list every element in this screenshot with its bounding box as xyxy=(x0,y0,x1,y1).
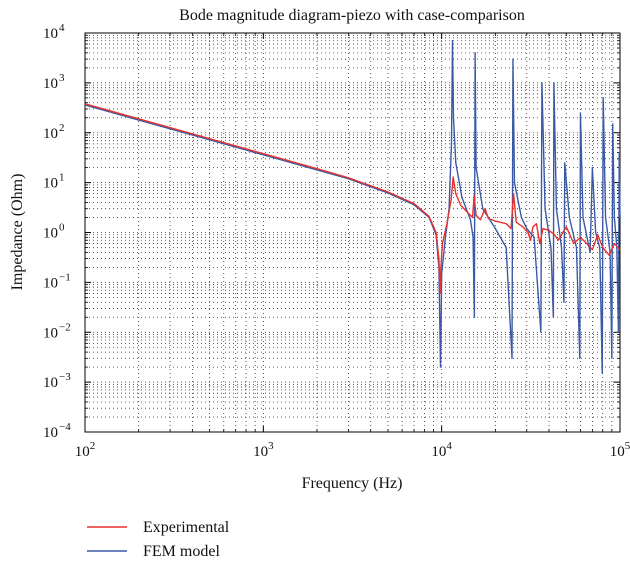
x-tick-label: 105 xyxy=(610,440,630,460)
y-tick-label-exp: −4 xyxy=(59,421,71,433)
y-tick-label-base: 10 xyxy=(43,76,58,92)
x-tick-label-base: 10 xyxy=(431,444,446,460)
y-tick-label-exp: 4 xyxy=(59,22,65,34)
y-tick-label: 102 xyxy=(43,122,65,142)
legend: Experimental FEM model xyxy=(87,519,230,560)
x-tick-label-exp: 3 xyxy=(268,440,274,452)
x-tick-label: 104 xyxy=(431,440,452,460)
grid xyxy=(85,33,620,432)
x-tick-label: 102 xyxy=(75,440,96,460)
y-axis-label: Impedance (Ohm) xyxy=(9,174,26,291)
y-tick-label-exp: 3 xyxy=(59,72,65,84)
x-tick-label-base: 10 xyxy=(610,444,625,460)
series xyxy=(84,40,621,375)
y-tick-label-base: 10 xyxy=(43,126,58,142)
y-tick-label-base: 10 xyxy=(43,375,58,391)
y-tick-label: 10−4 xyxy=(43,421,71,441)
y-tick-label-base: 10 xyxy=(43,275,58,291)
y-tick-label-base: 10 xyxy=(43,226,58,242)
y-tick-label-base: 10 xyxy=(43,425,58,441)
y-tick-label: 103 xyxy=(43,72,65,92)
x-tick-label-exp: 4 xyxy=(446,440,452,452)
chart-title: Bode magnitude diagram-piezo with case-c… xyxy=(179,7,525,24)
y-tick-label-exp: 0 xyxy=(59,222,65,234)
y-tick-label-base: 10 xyxy=(43,176,58,192)
x-tick-label-base: 10 xyxy=(253,444,268,460)
legend-label-experimental: Experimental xyxy=(143,519,230,536)
y-tick-label-exp: −2 xyxy=(59,321,71,333)
y-tick-label-base: 10 xyxy=(43,325,58,341)
y-tick-label-exp: 1 xyxy=(59,172,65,184)
x-tick-label-exp: 5 xyxy=(625,440,630,452)
y-tick-label: 104 xyxy=(43,22,65,42)
y-tick-label-base: 10 xyxy=(43,26,58,42)
y-tick-label: 100 xyxy=(43,222,65,242)
y-tick-label-exp: 2 xyxy=(59,122,65,134)
y-tick-label: 10−2 xyxy=(43,321,71,341)
series-line-experimental xyxy=(84,103,621,295)
y-tick-label: 10−3 xyxy=(43,371,71,391)
y-tick-label-exp: −3 xyxy=(59,371,71,383)
x-tick-label: 103 xyxy=(253,440,274,460)
x-tick-label-exp: 2 xyxy=(90,440,96,452)
legend-label-fem-model: FEM model xyxy=(143,543,220,560)
x-tick-label-base: 10 xyxy=(75,444,90,460)
y-tick-label-exp: −1 xyxy=(59,271,71,283)
x-axis-label: Frequency (Hz) xyxy=(302,475,403,492)
y-tick-label: 101 xyxy=(43,172,65,192)
x-tick-labels: 102 103 104 105 xyxy=(75,440,630,460)
y-tick-label: 10−1 xyxy=(43,271,71,291)
series-line-fem-model xyxy=(84,40,621,375)
